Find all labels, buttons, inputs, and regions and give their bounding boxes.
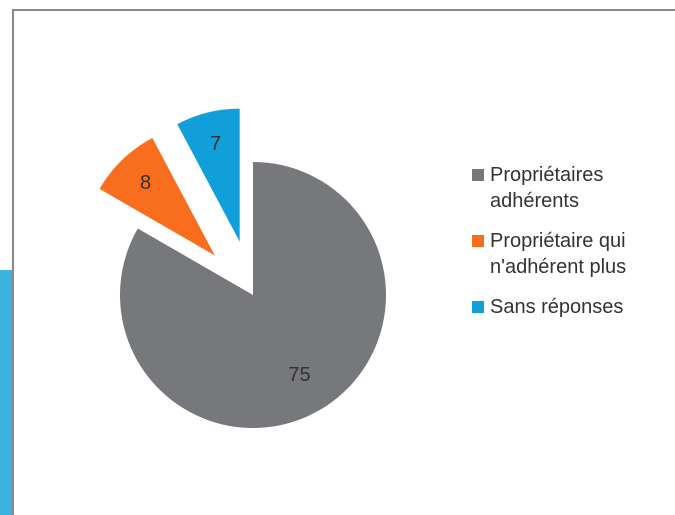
legend-item: Propriétaire qui n'adhérent plus [472, 228, 672, 280]
data-label: 8 [140, 172, 151, 194]
pie-slice [177, 108, 240, 242]
pie-slice [99, 138, 215, 256]
panel [12, 9, 675, 515]
pie-slice [119, 162, 386, 429]
side-strip [0, 270, 12, 515]
legend-swatch [472, 301, 484, 313]
data-label: 75 [288, 364, 310, 386]
legend-swatch [472, 169, 484, 181]
data-label: 7 [210, 133, 221, 155]
legend: Propriétaires adhérents Propriétaire qui … [472, 162, 672, 334]
legend-item: Propriétaires adhérents [472, 162, 672, 214]
legend-label: Propriétaires adhérents [490, 164, 604, 212]
legend-label: Propriétaire qui n'adhérent plus [490, 230, 627, 278]
legend-item: Sans réponses [472, 294, 672, 320]
legend-label: Sans réponses [490, 296, 624, 318]
legend-swatch [472, 235, 484, 247]
